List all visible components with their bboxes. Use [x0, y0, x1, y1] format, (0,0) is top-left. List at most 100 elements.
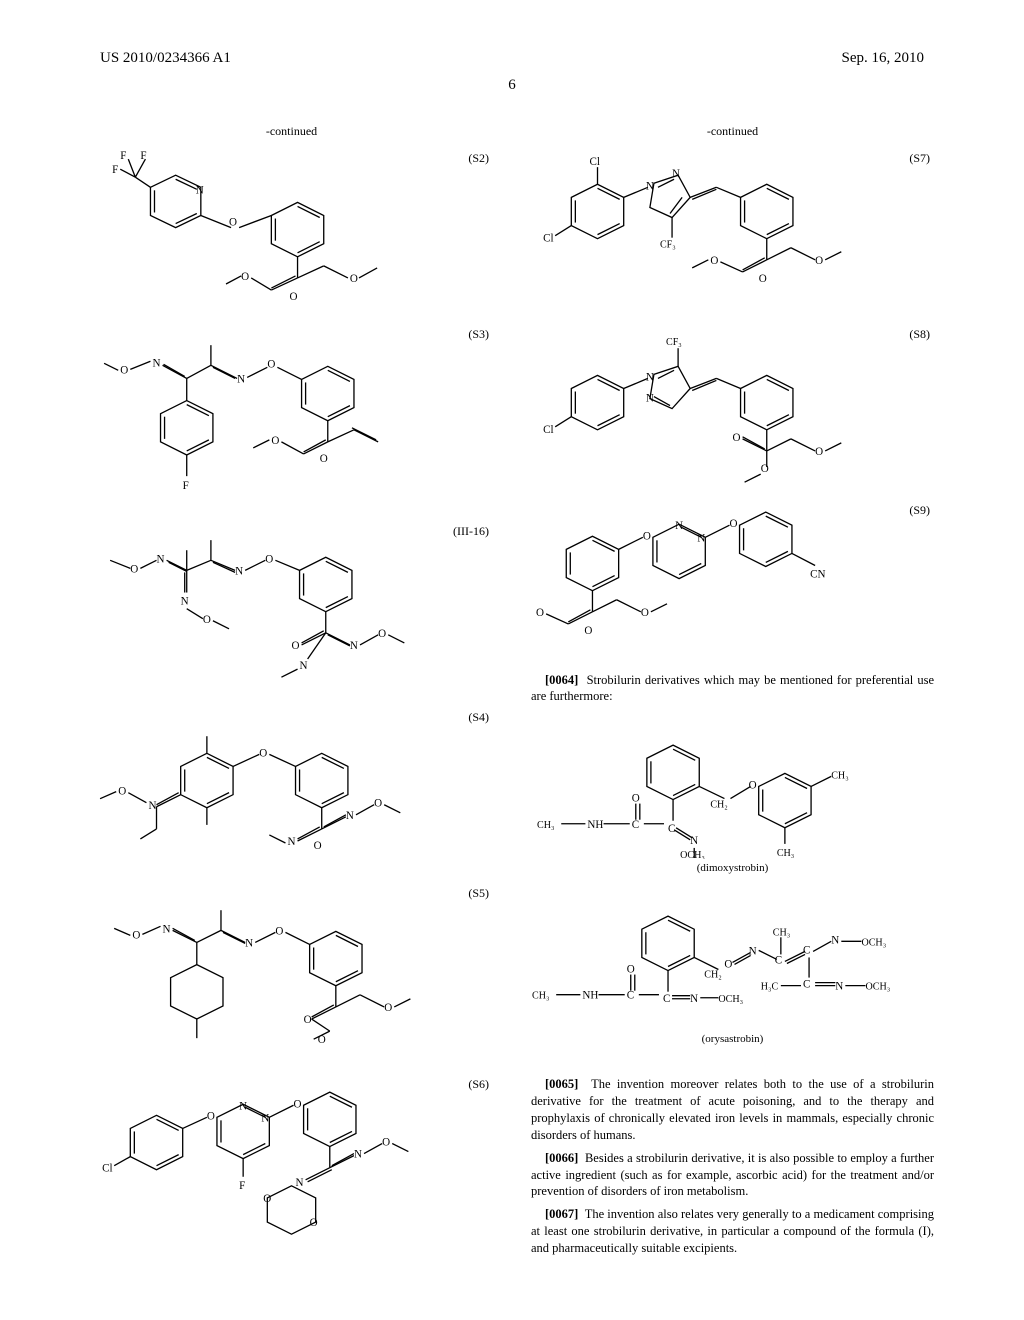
svg-text:O: O	[536, 607, 544, 619]
structure-label-s8: (S8)	[909, 327, 930, 342]
svg-text:CH₃: CH₃	[773, 928, 791, 939]
svg-text:O: O	[118, 785, 126, 797]
continued-label-right: -continued	[531, 124, 934, 139]
svg-text:O: O	[710, 255, 718, 267]
molecule-dimoxystrobin-svg: CH₂ O CH₃ CH₃ C C O NH	[531, 723, 934, 859]
svg-text:N: N	[152, 358, 160, 370]
structure-label-s4: (S4)	[468, 710, 489, 725]
svg-text:O: O	[733, 432, 741, 444]
svg-text:O: O	[761, 463, 769, 475]
svg-text:O: O	[259, 747, 267, 759]
svg-text:CF₃: CF₃	[660, 240, 676, 251]
svg-text:N: N	[675, 521, 683, 533]
svg-text:C: C	[632, 819, 639, 831]
svg-text:N: N	[690, 993, 698, 1005]
svg-text:O: O	[292, 639, 300, 651]
svg-text:O: O	[271, 435, 279, 447]
svg-text:N: N	[157, 553, 165, 565]
svg-text:O: O	[310, 1217, 318, 1229]
structure-s8: (S8) Cl N N CF₃	[531, 323, 934, 484]
molecule-s3-svg: F N O N O	[90, 323, 493, 504]
svg-text:O: O	[265, 553, 273, 565]
svg-text:O: O	[120, 365, 128, 377]
svg-text:OCH₃: OCH₃	[861, 938, 886, 949]
svg-text:C: C	[663, 993, 670, 1005]
page-number: 6	[0, 77, 1024, 94]
molecule-s9-svg: O N N O CN	[531, 499, 934, 650]
structure-s9: (S9) O N N O	[531, 499, 934, 650]
para-text-0066: Besides a strobilurin derivative, it is …	[531, 1151, 934, 1199]
svg-text:OCH₃: OCH₃	[865, 982, 890, 993]
svg-text:NH: NH	[582, 990, 598, 1002]
svg-text:CH₂: CH₂	[704, 970, 722, 981]
svg-text:O: O	[263, 1193, 271, 1205]
svg-text:N: N	[350, 639, 358, 651]
svg-text:CH₃: CH₃	[831, 771, 849, 782]
structure-label-s7: (S7)	[909, 151, 930, 166]
svg-text:Cl: Cl	[589, 156, 599, 168]
structure-label-s3: (S3)	[468, 327, 489, 342]
svg-text:Cl: Cl	[543, 424, 553, 436]
svg-text:Cl: Cl	[102, 1163, 112, 1175]
svg-text:CH₃: CH₃	[537, 820, 555, 831]
para-num-0065: [0065]	[545, 1077, 578, 1091]
molecule-s8-svg: Cl N N CF₃ O	[531, 323, 934, 484]
svg-text:O: O	[641, 607, 649, 619]
svg-text:NH: NH	[587, 819, 603, 831]
svg-text:O: O	[584, 625, 592, 637]
svg-text:O: O	[130, 563, 138, 575]
structure-iii16: (III-16) O N N O	[90, 520, 493, 691]
svg-text:O: O	[759, 273, 767, 285]
svg-text:N: N	[672, 168, 680, 180]
right-column: -continued (S7) Cl Cl N N	[531, 124, 934, 1260]
svg-text:O: O	[207, 1111, 215, 1123]
structure-label-iii16: (III-16)	[453, 524, 489, 539]
svg-text:N: N	[296, 1177, 304, 1189]
svg-text:C: C	[668, 823, 675, 835]
svg-text:N: N	[181, 595, 189, 607]
molecule-s4-svg: N O O O N	[90, 706, 493, 867]
svg-text:Cl: Cl	[543, 233, 553, 245]
svg-text:O: O	[350, 273, 358, 285]
svg-text:O: O	[729, 519, 737, 531]
svg-text:O: O	[294, 1099, 302, 1111]
svg-text:C: C	[803, 979, 810, 991]
structure-label-s6: (S6)	[468, 1077, 489, 1092]
svg-text:N: N	[300, 660, 308, 672]
svg-text:CH₃: CH₃	[777, 848, 795, 859]
svg-text:OCH₃: OCH₃	[718, 994, 743, 1005]
para-text-0064: Strobilurin derivatives which may be men…	[531, 673, 934, 704]
svg-text:C: C	[627, 990, 634, 1002]
svg-text:CH₃: CH₃	[532, 991, 550, 1002]
svg-text:F: F	[140, 150, 146, 162]
svg-text:O: O	[320, 453, 328, 465]
svg-text:OCH₃: OCH₃	[680, 850, 705, 859]
structure-dimoxystrobin: CH₂ O CH₃ CH₃ C C O NH	[531, 723, 934, 884]
svg-text:F: F	[239, 1180, 245, 1192]
para-num-0066: [0066]	[545, 1151, 578, 1165]
svg-text:O: O	[314, 840, 322, 852]
structure-s3: (S3) F N O	[90, 323, 493, 504]
molecule-s7-svg: Cl Cl N N CF₃	[531, 147, 934, 308]
svg-text:N: N	[196, 184, 204, 196]
svg-text:F: F	[112, 164, 118, 176]
svg-text:N: N	[245, 937, 253, 949]
molecule-s6-svg: Cl O N N F O	[90, 1073, 493, 1244]
svg-text:O: O	[384, 1002, 392, 1014]
continued-label-left: -continued	[90, 124, 493, 139]
svg-text:F: F	[120, 150, 126, 162]
structure-s5: (S5) N O N O	[90, 882, 493, 1058]
structure-label-s5: (S5)	[468, 886, 489, 901]
svg-text:O: O	[304, 1014, 312, 1026]
structure-s4: (S4) N O	[90, 706, 493, 867]
structure-orysastrobin: CH₂ O N C CH₃ C N OCH₃ C H₃C N OCH₃	[531, 899, 934, 1055]
structure-label-s2: (S2)	[468, 151, 489, 166]
compound-name-orysastrobin: (orysastrobin)	[531, 1033, 934, 1045]
paragraph-0066: [0066] Besides a strobilurin derivative,…	[531, 1150, 934, 1201]
svg-text:N: N	[287, 836, 295, 848]
svg-text:O: O	[374, 798, 382, 810]
svg-text:O: O	[275, 925, 283, 937]
paragraph-0067: [0067] The invention also relates very g…	[531, 1206, 934, 1257]
svg-text:O: O	[724, 959, 732, 971]
svg-text:CN: CN	[810, 569, 825, 581]
